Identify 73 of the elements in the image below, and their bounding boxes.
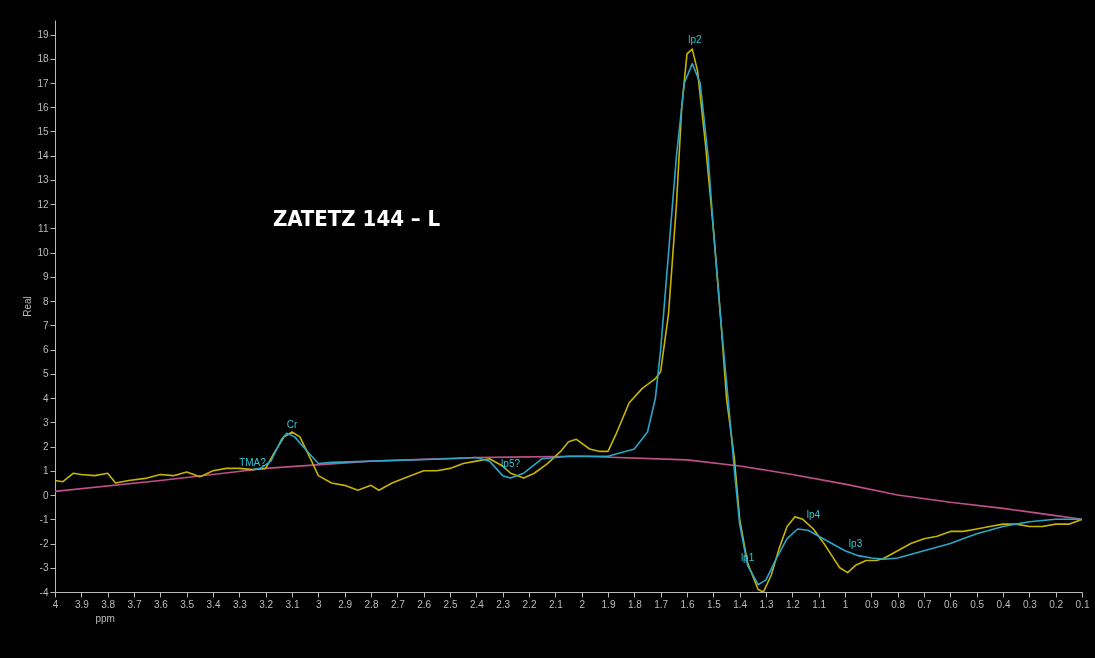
x-tick-label: 0.9 (864, 598, 880, 610)
y-tick-label: 9 (42, 271, 49, 283)
x-tick-label: 0.6 (943, 598, 959, 610)
y-tick-label: 18 (37, 53, 49, 65)
y-tick-label: -1 (39, 513, 49, 525)
y-axis-title: Real (22, 296, 34, 317)
x-tick-label: 2.1 (548, 598, 564, 610)
annotation: lp3 (848, 537, 863, 549)
y-tick-label: 3 (42, 416, 49, 428)
y-tick-label: 4 (42, 392, 49, 404)
y-tick-label: 10 (37, 247, 49, 259)
annotation: Cr (286, 419, 298, 431)
x-tick-label: 2.4 (469, 598, 485, 610)
x-tick-label: 4 (52, 598, 59, 610)
y-tick-label: 15 (37, 125, 49, 137)
text: ZATETZ 144 – L (272, 206, 441, 231)
x-tick-label: 0.1 (1075, 598, 1090, 610)
x-tick-label: 2 (579, 598, 586, 610)
annotation: lp4 (806, 508, 821, 520)
x-tick-label: 2.7 (390, 598, 406, 610)
x-tick-label: 2.5 (443, 598, 458, 610)
x-tick-label: 2.3 (496, 598, 511, 610)
x-tick-label: 3.4 (206, 598, 221, 610)
x-tick-label: 0.5 (970, 598, 985, 610)
x-tick-label: 3.8 (101, 598, 116, 610)
x-tick-label: 3.2 (259, 598, 274, 610)
y-tick-label: 8 (42, 295, 49, 307)
y-tick-label: 1 (42, 465, 49, 477)
x-tick-label: 2.6 (417, 598, 432, 610)
x-axis-title: ppm (95, 612, 115, 624)
x-tick-label: 3.9 (74, 598, 90, 610)
x-tick-label: 3.5 (180, 598, 195, 610)
annotation: lp5? (501, 457, 521, 469)
x-tick-label: 1.7 (654, 598, 669, 610)
x-tick-label: 1.4 (733, 598, 748, 610)
y-tick-label: 12 (37, 198, 49, 210)
y-tick-label: 11 (38, 222, 49, 234)
x-tick-label: 0.3 (1022, 598, 1038, 610)
x-tick-label: 1 (842, 598, 849, 610)
y-tick-label: 19 (37, 29, 49, 41)
annotation: lp2 (688, 33, 702, 45)
x-tick-label: 1.5 (706, 598, 722, 610)
x-tick-label: 3.3 (232, 598, 248, 610)
y-tick-label: 13 (37, 174, 49, 186)
y-tick-label: 16 (37, 101, 49, 113)
y-tick-label: 5 (42, 368, 49, 380)
y-tick-label: -4 (39, 586, 49, 598)
x-tick-label: 0.2 (1049, 598, 1064, 610)
y-tick-label: 17 (37, 77, 49, 89)
x-tick-label: 2.9 (338, 598, 353, 610)
x-tick-label: 1.3 (759, 598, 774, 610)
y-tick-label: 6 (42, 344, 49, 356)
y-tick-label: -3 (39, 562, 49, 574)
x-tick-label: 2.8 (364, 598, 379, 610)
x-tick-label: 2.2 (522, 598, 537, 610)
y-tick-label: 2 (42, 441, 49, 453)
y-tick-label: 0 (42, 489, 49, 501)
annotation: TMA? (239, 456, 267, 468)
x-tick-label: 3.1 (285, 598, 300, 610)
x-tick-label: 1.8 (627, 598, 643, 610)
x-tick-label: 1.1 (812, 598, 827, 610)
y-tick-label: 14 (37, 150, 49, 162)
x-tick-label: 0.8 (891, 598, 906, 610)
x-tick-label: 3.7 (127, 598, 142, 610)
y-tick-label: -2 (39, 538, 49, 550)
x-tick-label: 1.9 (601, 598, 616, 610)
x-tick-label: 1.2 (785, 598, 801, 610)
x-tick-label: 0.4 (996, 598, 1011, 610)
x-tick-label: 3 (316, 598, 323, 610)
y-tick-label: 7 (42, 319, 49, 331)
x-tick-label: 3.6 (153, 598, 169, 610)
x-tick-label: 0.7 (917, 598, 932, 610)
x-tick-label: 1.6 (680, 598, 695, 610)
